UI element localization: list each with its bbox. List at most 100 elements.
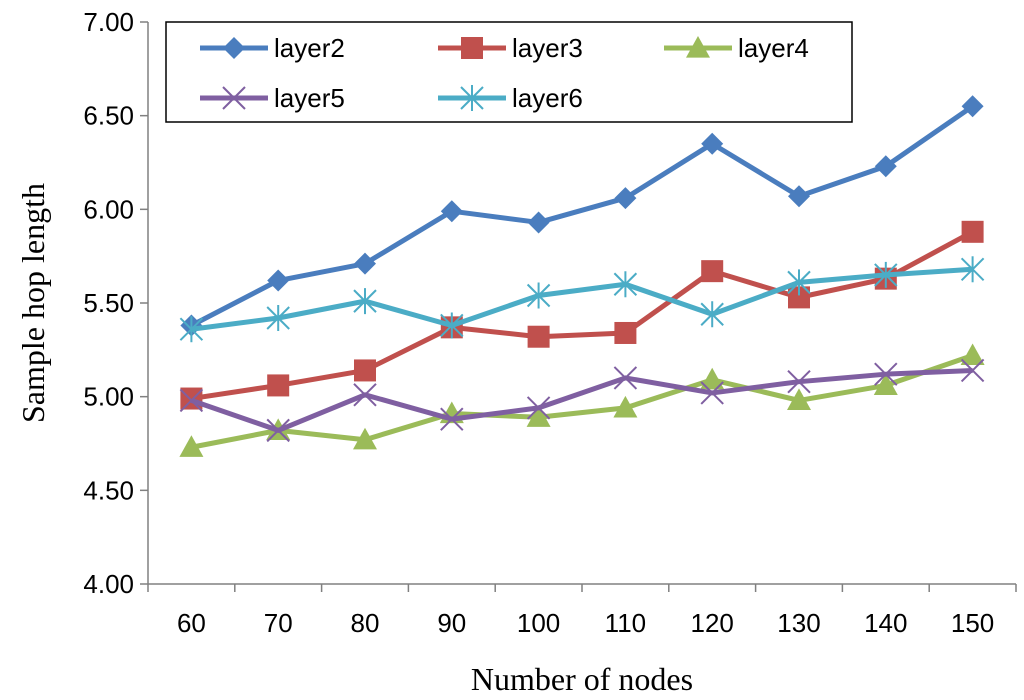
marker-stroke (353, 383, 377, 407)
legend-marker (460, 85, 484, 111)
data-point-layer3 (527, 325, 550, 348)
data-point-layer2 (614, 187, 637, 210)
marker-stroke (440, 407, 464, 431)
legend-box (165, 21, 853, 123)
x-tick-label: 120 (691, 608, 734, 638)
data-point-layer3 (354, 359, 376, 382)
y-tick-label: 5.00 (83, 382, 134, 412)
data-point-layer3 (788, 286, 810, 309)
x-tick-label: 140 (864, 608, 907, 638)
data-point-layer3 (614, 321, 637, 344)
marker-stroke (874, 362, 898, 386)
legend-label: layer5 (274, 83, 345, 113)
series-line-layer2 (190, 104, 975, 328)
legend-label: layer4 (738, 33, 809, 63)
series-layer (179, 95, 985, 457)
data-point-layer3 (701, 260, 724, 283)
data-point-layer2 (267, 269, 290, 292)
legend-item-layer3: layer3 (438, 33, 583, 63)
data-point-layer4 (526, 405, 551, 427)
y-tick-label: 6.00 (83, 194, 134, 224)
y-axis-title: Sample hop length (15, 183, 51, 423)
data-point-layer6 (526, 282, 551, 309)
legend-label: layer3 (512, 33, 583, 63)
data-point-layer5 (266, 418, 290, 443)
data-point-layer2 (788, 185, 810, 208)
data-point-layer6 (960, 256, 985, 283)
data-point-layer5 (353, 383, 377, 407)
y-tick-label: 4.50 (83, 475, 134, 505)
x-tick-label: 70 (264, 608, 293, 638)
legend-marker (223, 37, 245, 59)
data-point-layer4 (873, 373, 898, 396)
data-point-layer4 (960, 343, 985, 366)
data-point-layer6 (787, 269, 811, 296)
x-tick-label: 110 (605, 608, 646, 638)
data-point-layer5 (613, 366, 638, 390)
series-layer4 (179, 343, 985, 457)
data-point-layer4 (787, 388, 811, 411)
data-point-layer2 (874, 155, 897, 178)
series-line-layer5 (190, 367, 973, 433)
data-point-layer6 (179, 316, 204, 343)
data-point-layer5 (787, 369, 811, 394)
x-tick-label: 90 (437, 608, 466, 638)
data-point-layer5 (440, 407, 464, 431)
marker-stroke (613, 366, 638, 390)
legend-item-layer2: layer2 (200, 33, 345, 63)
data-point-layer5 (700, 381, 724, 405)
x-tick-label: 80 (351, 608, 380, 638)
legend-marker (686, 36, 710, 58)
data-point-layer6 (353, 288, 377, 315)
series-line-layer6 (191, 266, 973, 332)
data-point-layer4 (613, 395, 638, 418)
legend-item-layer6: layer6 (438, 83, 583, 113)
x-tick-label: 100 (517, 608, 560, 638)
data-point-layer2 (961, 95, 984, 118)
legend-label: layer2 (274, 33, 345, 63)
y-tick-label: 7.00 (83, 7, 134, 37)
data-point-layer4 (700, 367, 725, 390)
data-point-layer3 (267, 374, 290, 397)
y-tick-label: 6.50 (83, 101, 134, 131)
marker-stroke (526, 396, 551, 420)
legend-item-layer5: layer5 (200, 83, 345, 113)
axes: 4.00 4.50 5.00 5.50 6.00 6.50 7.00 60 70 80 90 100 1… (83, 7, 1017, 638)
data-point-layer6 (440, 312, 464, 339)
series-line-layer4 (190, 353, 974, 450)
legend-label: layer6 (512, 83, 583, 113)
legend-marker (461, 37, 483, 59)
data-point-layer3 (180, 387, 203, 410)
data-point-layer6 (874, 261, 898, 288)
series-line-layer3 (191, 229, 974, 402)
data-point-layer2 (701, 132, 724, 155)
marker-stroke (787, 369, 811, 394)
data-point-layer3 (961, 220, 984, 243)
data-point-layer5 (179, 388, 204, 413)
data-point-layer5 (960, 358, 985, 383)
series-layer2 (180, 95, 984, 337)
series-layer3 (180, 220, 984, 410)
legend: layer2 layer3 layer4 layer5 layer6 (165, 21, 853, 123)
x-tick-label: 60 (177, 608, 206, 638)
y-tick-label: 4.00 (83, 569, 134, 599)
x-tick-label: 130 (777, 608, 820, 638)
data-point-layer2 (527, 211, 550, 234)
data-point-layer5 (874, 362, 898, 386)
data-point-layer4 (179, 435, 204, 457)
data-point-layer6 (613, 271, 638, 298)
data-point-layer2 (440, 200, 463, 223)
data-point-layer6 (266, 304, 290, 331)
marker-stroke (700, 381, 724, 405)
marker-stroke (179, 388, 204, 413)
legend-item-layer4: layer4 (664, 33, 809, 63)
marker-stroke (222, 86, 246, 110)
data-point-layer6 (700, 301, 724, 328)
marker-stroke (266, 418, 290, 443)
data-point-layer4 (353, 427, 377, 450)
data-point-layer5 (526, 396, 551, 420)
series-layer6 (179, 256, 985, 343)
marker-stroke (960, 358, 985, 383)
series-layer5 (179, 358, 985, 443)
